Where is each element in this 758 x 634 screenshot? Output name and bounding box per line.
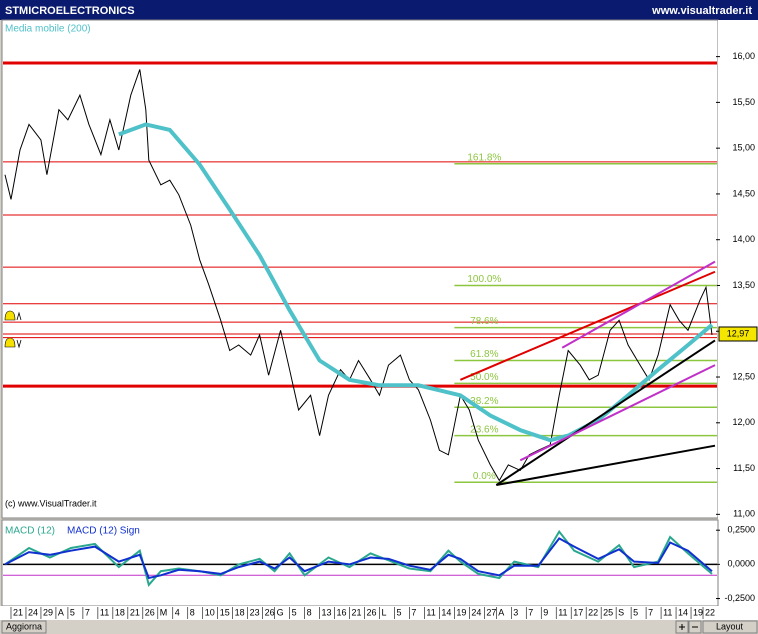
y-tick-label: 15,00 <box>732 143 755 153</box>
x-tick-label: S <box>618 607 624 617</box>
x-tick-label: A <box>498 607 504 617</box>
trend-line <box>495 339 716 486</box>
x-tick-label: 27 <box>486 607 496 617</box>
x-tick-label: 7 <box>85 607 90 617</box>
legend-entry: MACD (12) Sign <box>67 526 140 537</box>
x-tick-label: M <box>160 607 168 617</box>
x-tick-label: 11 <box>663 607 672 617</box>
x-tick-label: 5 <box>633 607 638 617</box>
main-plot <box>1 19 719 519</box>
x-tick-label: 14 <box>678 607 688 617</box>
x-tick-label: 7 <box>648 607 653 617</box>
x-tick-label: 19 <box>456 607 466 617</box>
x-tick-label: 11 <box>558 607 567 617</box>
status-bar <box>0 620 758 634</box>
fib-label: 61.8% <box>470 349 498 360</box>
fib-label: 50.0% <box>470 372 498 383</box>
last-price-box <box>718 326 758 342</box>
button-label[interactable]: Aggiorna <box>6 621 42 631</box>
x-tick-label: A <box>58 607 64 617</box>
button-label[interactable]: Layout <box>716 621 744 631</box>
refresh-button[interactable] <box>1 620 47 634</box>
alert-icon <box>4 310 22 321</box>
x-tick-label: 3 <box>513 607 518 617</box>
date-axis <box>0 606 758 620</box>
x-tick-label: 25 <box>603 607 613 617</box>
trend-line <box>496 444 716 487</box>
x-tick-label: 22 <box>705 607 715 617</box>
x-tick-label: 22 <box>588 607 598 617</box>
x-tick-label: 5 <box>70 607 75 617</box>
fib-label: 100.0% <box>467 274 501 285</box>
x-tick-label: 17 <box>573 607 583 617</box>
x-tick-label: 18 <box>235 607 245 617</box>
x-tick-label: 5 <box>292 607 297 617</box>
copyright: (c) www.VisualTrader.it <box>5 498 97 508</box>
fib-label: 38.2% <box>470 396 498 407</box>
x-tick-label: 10 <box>205 607 215 617</box>
x-tick-label: 26 <box>145 607 155 617</box>
fib-label: 78.6% <box>470 316 498 327</box>
plus-icon <box>679 624 685 630</box>
x-tick-label: 24 <box>471 607 481 617</box>
source: www.visualtrader.it <box>651 5 752 17</box>
x-tick-label: 21 <box>130 607 140 617</box>
trend-line <box>519 364 716 462</box>
y-tick-label: 14,50 <box>732 188 755 198</box>
y-tick-label: 14,00 <box>732 234 755 244</box>
y-tick-label: 11,00 <box>733 509 755 519</box>
x-tick-label: 8 <box>190 607 195 617</box>
x-tick-label: 19 <box>693 607 703 617</box>
y-tick-label: 11,50 <box>733 463 755 473</box>
y-tick-label: 0,2500 <box>727 525 755 535</box>
x-tick-label: L <box>381 607 386 617</box>
series-line <box>4 69 713 482</box>
x-tick-label: G <box>277 607 284 617</box>
x-tick-label: 14 <box>441 607 451 617</box>
x-tick-label: 21 <box>13 607 23 617</box>
legend-entry: Media mobile (200) <box>5 24 91 35</box>
last-price-label: 12,97 <box>727 328 750 338</box>
chart-title: STMICROELECTRONICS <box>5 5 135 17</box>
price-axis <box>718 20 758 606</box>
y-tick-label: 15,50 <box>732 97 755 107</box>
x-tick-label: 18 <box>115 607 125 617</box>
trend-line <box>459 270 716 381</box>
y-tick-label: 16,00 <box>732 51 755 61</box>
x-tick-label: 7 <box>528 607 533 617</box>
y-tick-label: 0,0000 <box>727 559 755 569</box>
title-bar <box>0 0 758 20</box>
y-tick-label: 12,50 <box>732 371 755 381</box>
fib-label: 0.0% <box>473 471 496 482</box>
fib-label: 23.6% <box>470 424 498 435</box>
x-tick-label: 21 <box>352 607 362 617</box>
x-tick-label: 15 <box>220 607 230 617</box>
x-tick-label: 9 <box>543 607 548 617</box>
legend-entry: MACD (12) <box>5 526 55 537</box>
x-tick-label: 16 <box>337 607 347 617</box>
x-tick-label: 5 <box>396 607 401 617</box>
y-tick-label: 12,00 <box>732 417 755 427</box>
y-tick-label: -0,2500 <box>724 593 755 603</box>
y-tick-label: 13,50 <box>732 280 755 290</box>
layout-button[interactable] <box>702 620 758 634</box>
x-tick-label: 11 <box>426 607 435 617</box>
x-tick-label: 11 <box>100 607 109 617</box>
trend-line <box>561 260 716 349</box>
x-tick-label: 26 <box>366 607 376 617</box>
fib-label: 161.8% <box>467 152 501 163</box>
x-tick-label: 26 <box>265 607 275 617</box>
x-tick-label: 7 <box>411 607 416 617</box>
series-line <box>4 537 713 580</box>
x-tick-label: 29 <box>43 607 53 617</box>
x-tick-label: 24 <box>28 607 38 617</box>
macd-plot <box>1 519 719 607</box>
x-tick-label: 4 <box>175 607 180 617</box>
x-tick-label: 23 <box>250 607 260 617</box>
x-tick-label: 8 <box>307 607 312 617</box>
x-tick-label: 13 <box>322 607 332 617</box>
